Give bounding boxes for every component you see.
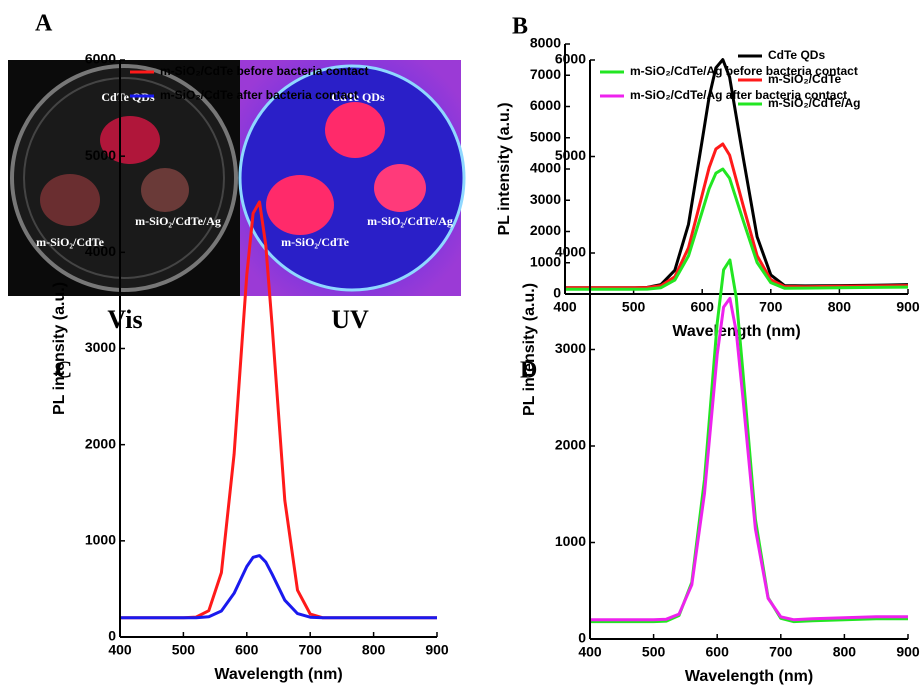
caption: UV [331,305,369,334]
y-tick-label: 3000 [85,339,116,355]
x-tick-label: 600 [235,642,259,658]
x-tick-label: 900 [425,642,449,658]
sample-label: m-SiO₂/CdTe [36,235,105,249]
y-tick-label: 4000 [85,243,116,259]
y-axis-label: PL intensity (a.u.) [521,283,538,416]
panel-label: B [512,14,528,40]
y-tick-label: 0 [553,285,561,301]
series-line [565,167,909,291]
sample-label: m-SiO₂/CdTe/Ag [135,214,221,228]
sample-spot [325,102,385,158]
y-axis-label: PL intensity (a.u.) [496,102,513,235]
petri-dish [10,64,238,292]
x-tick-label: 500 [622,299,646,315]
panel-label: A [35,11,53,37]
sample-label: m-SiO₂/CdTe [281,235,350,249]
y-tick-label: 5000 [530,128,561,144]
legend-label: m-SiO₂/CdTe [768,72,841,86]
x-tick-label: 800 [828,299,852,315]
y-tick-label: 0 [108,628,116,644]
x-tick-label: 500 [172,642,196,658]
y-tick-label: 6000 [530,97,561,113]
sample-spot [40,174,100,226]
y-tick-label: 0 [578,630,586,646]
y-tick-label: 6000 [85,51,116,67]
series-line [590,296,908,622]
sample-label: CdTe QDs [101,90,155,104]
y-tick-label: 2000 [530,222,561,238]
x-tick-label: 500 [642,644,666,660]
legend-label: m-SiO₂/CdTe before bacteria contact [160,64,369,78]
panel-label: C [55,358,72,384]
panel-label: D [520,358,537,384]
y-tick-label: 1000 [85,532,116,548]
legend-label: CdTe QDs [768,48,825,62]
x-tick-label: 700 [769,644,793,660]
y-tick-label: 6000 [555,51,586,67]
y-tick-label: 2000 [85,435,116,451]
y-tick-label: 8000 [530,35,561,51]
sample-spot [266,175,334,235]
y-tick-label: 4000 [530,160,561,176]
sample-spot [141,168,189,212]
x-tick-label: 600 [691,299,715,315]
y-tick-label: 5000 [555,147,586,163]
series-line [590,258,908,624]
caption: Vis [107,305,142,334]
x-tick-label: 700 [759,299,783,315]
y-tick-label: 7000 [530,66,561,82]
x-tick-label: 400 [553,299,577,315]
y-tick-label: 4000 [555,244,586,260]
x-tick-label: 600 [706,644,730,660]
x-tick-label: 400 [108,642,132,658]
legend-label: m-SiO₂/CdTe/Ag [768,96,860,110]
series-line [565,142,909,290]
sample-label: m-SiO₂/CdTe/Ag [367,214,453,228]
x-tick-label: 700 [299,642,323,658]
sample-spot [100,116,160,164]
y-axis-label: PL intensity (a.u.) [51,282,68,415]
y-tick-label: 5000 [85,147,116,163]
x-axis-label: Wavelength (nm) [214,666,342,683]
y-tick-label: 1000 [530,253,561,269]
sample-label: CdTe QDs [331,90,385,104]
y-tick-label: 1000 [555,533,586,549]
legend-label: m-SiO₂/CdTe/Ag after bacteria contact [630,88,847,102]
x-tick-label: 800 [362,642,386,658]
legend-label: m-SiO₂/CdTe/Ag before bacteria contact [630,64,858,78]
legend-label: m-SiO₂/CdTe after bacteria contact [160,88,358,102]
y-tick-label: 2000 [555,437,586,453]
x-tick-label: 800 [833,644,857,660]
y-tick-label: 3000 [530,191,561,207]
petri-rim [23,77,225,279]
sample-spot [374,164,426,212]
x-axis-label: Wavelength (nm) [685,668,813,685]
series-line [120,554,437,620]
x-tick-label: 900 [896,644,920,660]
panel-a: A CdTe QDs m-SiO₂/CdTe/Ag m-SiO₂/CdTe Cd… [8,11,466,334]
x-tick-label: 900 [896,299,920,315]
y-tick-label: 3000 [555,340,586,356]
x-tick-label: 400 [578,644,602,660]
